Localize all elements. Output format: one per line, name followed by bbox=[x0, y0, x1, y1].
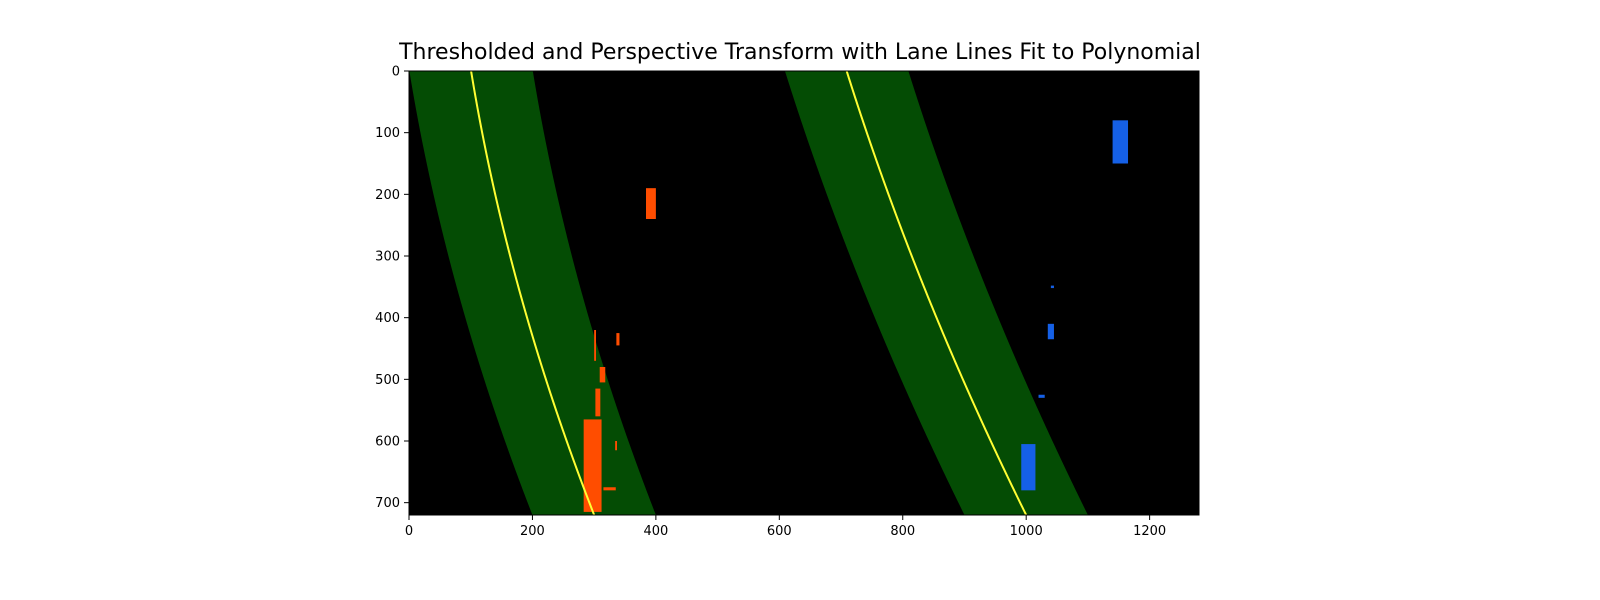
y-tick-label-600: 600 bbox=[375, 435, 400, 450]
left-lane-pixel-cluster-0 bbox=[583, 419, 602, 512]
left-lane-pixel-cluster-6 bbox=[615, 441, 617, 451]
y-tick-label-400: 400 bbox=[375, 311, 400, 326]
right-fit-line bbox=[845, 71, 1028, 515]
left-lane-pixel-cluster-3 bbox=[594, 330, 597, 361]
x-tick-label-0: 0 bbox=[405, 524, 413, 539]
right-lane-pixel-cluster-4 bbox=[1050, 285, 1054, 289]
x-tick-label-600: 600 bbox=[767, 524, 792, 539]
y-tick-label-500: 500 bbox=[375, 373, 400, 388]
right-lane-pixel-cluster-3 bbox=[1038, 394, 1045, 398]
y-tick-label-300: 300 bbox=[375, 250, 400, 265]
left-lane-pixel-cluster-7 bbox=[603, 487, 616, 491]
x-tick-label-800: 800 bbox=[890, 524, 915, 539]
left-lane-pixel-cluster-1 bbox=[595, 388, 601, 417]
left-fit-line bbox=[470, 71, 596, 515]
left-lane-pixel-cluster-4 bbox=[616, 333, 620, 346]
y-tick-label-200: 200 bbox=[375, 188, 400, 203]
x-tick-label-400: 400 bbox=[643, 524, 668, 539]
right-lane-pixel-cluster-2 bbox=[1047, 323, 1054, 340]
y-tick-label-100: 100 bbox=[375, 126, 400, 141]
y-tick-label-0: 0 bbox=[392, 65, 400, 80]
right-lane-pixel-cluster-1 bbox=[1112, 120, 1129, 164]
x-tick-label-200: 200 bbox=[520, 524, 545, 539]
left-lane-pixel-cluster-5 bbox=[646, 188, 656, 219]
x-tick-label-1200: 1200 bbox=[1133, 524, 1166, 539]
plot-content bbox=[409, 71, 1129, 515]
right-lane-band bbox=[784, 71, 1088, 515]
plot-frame bbox=[408, 70, 1200, 516]
chart-title: Thresholded and Perspective Transform wi… bbox=[399, 40, 1201, 65]
y-tick-label-700: 700 bbox=[375, 496, 400, 511]
right-lane-pixel-cluster-0 bbox=[1021, 444, 1036, 491]
x-tick-label-1000: 1000 bbox=[1010, 524, 1043, 539]
left-lane-pixel-cluster-2 bbox=[599, 367, 606, 383]
left-lane-band bbox=[409, 71, 656, 515]
